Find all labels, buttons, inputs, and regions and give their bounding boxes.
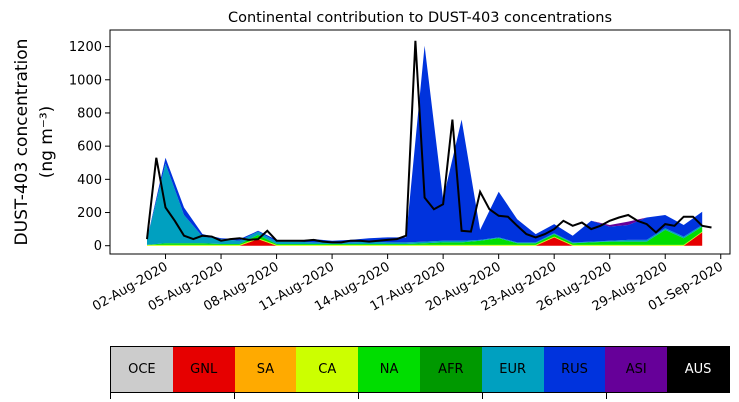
chart-title: Continental contribution to DUST-403 con… [228, 10, 612, 26]
legend-asi: ASI [605, 347, 668, 392]
area-eur [147, 163, 703, 245]
region-legend-colorbar: OCE GNL SA CA NA AFR EUR RUS ASI AUS [110, 346, 730, 393]
legend-tick [358, 393, 359, 399]
legend-tick [110, 393, 111, 399]
y-tick-label: 400 [77, 173, 102, 188]
y-axis-label-line1: DUST-403 concentration [12, 39, 32, 246]
y-tick-label: 1200 [69, 40, 102, 55]
legend-eur: EUR [481, 347, 544, 392]
legend-rus: RUS [543, 347, 606, 392]
legend-aus: AUS [667, 347, 729, 392]
legend-gnl: GNL [172, 347, 235, 392]
y-tick-label: 800 [77, 106, 102, 121]
area-gnl [147, 232, 703, 246]
y-axis-label-line2: (ng m⁻³) [37, 106, 57, 179]
legend-ca: CA [296, 347, 359, 392]
legend-tick-marks [110, 393, 730, 402]
dust-area-chart: Continental contribution to DUST-403 con… [12, 10, 731, 315]
area-na [147, 226, 703, 245]
stacked-areas [147, 45, 703, 246]
y-tick-label: 0 [94, 239, 102, 254]
y-tick-label: 200 [77, 206, 102, 221]
legend-na: NA [358, 347, 420, 392]
y-axis: 0 200 400 600 800 1000 1200 [69, 40, 110, 254]
legend-tick [234, 393, 235, 399]
legend-sa: SA [234, 347, 297, 392]
legend-afr: AFR [419, 347, 482, 392]
total-concentration-line [146, 40, 712, 244]
legend-tick [482, 393, 483, 399]
legend-tick [606, 393, 607, 399]
y-tick-label: 600 [77, 140, 102, 155]
x-axis: 02-Aug-202005-Aug-202008-Aug-202011-Aug-… [90, 254, 726, 315]
legend-oce: OCE [111, 347, 173, 392]
y-tick-label: 1000 [69, 73, 102, 88]
plot-frame [109, 29, 731, 255]
area-rus [147, 45, 703, 243]
